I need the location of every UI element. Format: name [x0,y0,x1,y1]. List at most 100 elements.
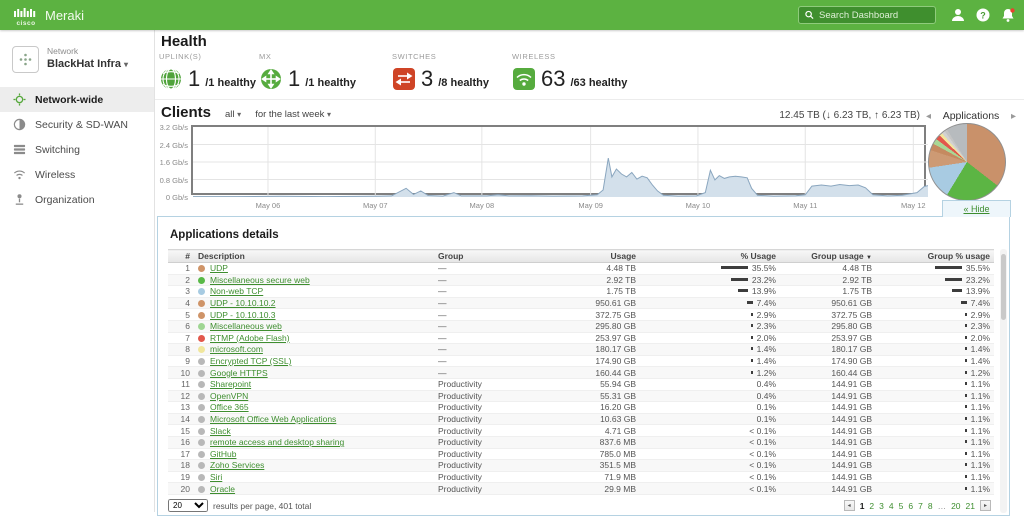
network-selector[interactable]: Network BlackHat Infra ▾ [0,30,154,87]
col-header-index[interactable]: # [168,250,194,263]
app-description: Miscellaneous web [194,320,434,332]
sidebar-item-organization[interactable]: Organization [0,187,154,212]
app-group: Productivity [434,413,554,425]
col-header-pct-usage[interactable]: % Usage [640,250,780,263]
app-color-dot [198,428,205,435]
page-number[interactable]: 4 [889,501,894,511]
app-link[interactable]: Oracle [210,484,235,494]
row-index: 14 [168,413,194,425]
carousel-next-icon[interactable]: ▸ [1011,111,1016,122]
notifications-bell-icon[interactable] [1000,7,1016,23]
usage-bar [965,463,967,466]
col-header-description[interactable]: Description [194,250,434,263]
col-header-group-pct-usage[interactable]: Group % usage [876,250,994,263]
app-group: Productivity [434,425,554,437]
section-divider [155,99,1024,100]
sidebar-item-wireless[interactable]: Wireless [0,162,154,187]
group-usage: 4.48 TB [780,263,876,275]
chevron-down-icon: ▾ [124,60,128,69]
group-usage: 950.61 GB [780,297,876,309]
app-link[interactable]: Non-web TCP [210,286,263,296]
group-pct-usage: 1.1% [876,390,994,402]
app-pct-usage: 0.4% [640,390,780,402]
app-link[interactable]: UDP - 10.10.10.2 [210,298,276,308]
cisco-wordmark: cisco [14,20,38,27]
group-pct-usage: 1.2% [876,367,994,379]
network-grid-icon [12,46,39,73]
per-page-select[interactable]: 20 [168,499,208,512]
app-link[interactable]: microsoft.com [210,344,263,354]
app-group: — [434,297,554,309]
page-number[interactable]: 6 [908,501,913,511]
help-icon[interactable]: ? [975,7,991,23]
col-header-usage[interactable]: Usage [554,250,640,263]
app-link[interactable]: Zoho Services [210,460,264,470]
page-number[interactable]: 5 [899,501,904,511]
app-link[interactable]: Microsoft Office Web Applications [210,414,336,424]
col-header-group-usage[interactable]: Group usage ▼ [780,250,876,263]
clients-period-dropdown[interactable]: for the last week ▾ [255,109,331,120]
search-box[interactable] [798,6,936,24]
app-link[interactable]: RTMP (Adobe Flash) [210,333,290,343]
app-link[interactable]: OpenVPN [210,391,248,401]
app-link[interactable]: Office 365 [210,402,249,412]
switch-icon [392,67,416,91]
sidebar-item-security-sdwan[interactable]: Security & SD-WAN [0,112,154,137]
scrollbar-thumb[interactable] [1001,254,1006,320]
app-link[interactable]: Sharepoint [210,379,251,389]
app-link[interactable]: Siri [210,472,222,482]
usage-bar [721,266,748,269]
app-link[interactable]: Miscellaneous secure web [210,275,310,285]
row-index: 20 [168,483,194,495]
applications-pie-chart[interactable] [928,123,1006,201]
page-next-icon[interactable]: ▸ [980,500,991,511]
app-usage: 10.63 GB [554,413,640,425]
app-description: Slack [194,425,434,437]
app-link[interactable]: Encrypted TCP (SSL) [210,356,291,366]
page-number[interactable]: 8 [928,501,933,511]
page-number[interactable]: 1 [860,501,865,511]
sidebar-item-switching[interactable]: Switching [0,137,154,162]
meraki-wordmark: Meraki [45,8,84,23]
table-scrollbar[interactable] [1000,249,1007,513]
switch-stack-icon [13,143,26,156]
page-number[interactable]: 7 [918,501,923,511]
app-group: — [434,286,554,298]
sidebar-item-network-wide[interactable]: Network-wide [0,87,154,112]
hide-link[interactable]: « Hide [963,204,989,214]
app-link[interactable]: GitHub [210,449,236,459]
y-axis-tick: 2.4 Gb/s [155,141,188,150]
app-link[interactable]: UDP [210,263,228,273]
account-icon[interactable] [950,7,966,23]
app-pct-usage: 35.5% [640,263,780,275]
page-prev-icon[interactable]: ◂ [844,500,855,511]
app-color-dot [198,474,205,481]
main-content: Health UPLINK(S) 1 /1 healthy MX [155,30,1024,512]
page-number[interactable]: 3 [879,501,884,511]
page-number[interactable]: 2 [869,501,874,511]
page-number[interactable]: 20 [951,501,960,511]
app-link[interactable]: remote access and desktop sharing [210,437,344,447]
app-link[interactable]: Google HTTPS [210,368,268,378]
group-usage: 144.91 GB [780,436,876,448]
usage-bar [731,278,748,281]
row-index: 8 [168,344,194,356]
group-pct-usage: 1.1% [876,483,994,495]
group-pct-usage: 1.1% [876,402,994,414]
app-link[interactable]: Slack [210,426,231,436]
usage-bar [952,289,962,292]
search-input[interactable] [819,10,929,21]
clients-scope-dropdown[interactable]: all ▾ [225,109,241,120]
y-axis-tick: 3.2 Gb/s [155,123,188,132]
app-description: Zoho Services [194,460,434,472]
group-pct-usage: 1.1% [876,413,994,425]
table-header-row: # Description Group Usage % Usage Group … [168,250,994,263]
app-link[interactable]: Miscellaneous web [210,321,282,331]
col-header-group[interactable]: Group [434,250,554,263]
page-number[interactable]: 21 [966,501,975,511]
carousel-prev-icon[interactable]: ◂ [926,111,931,122]
app-link[interactable]: UDP - 10.10.10.3 [210,310,276,320]
clients-usage-chart[interactable]: 3.2 Gb/s2.4 Gb/s1.6 Gb/s0.8 Gb/s0 Gb/sMa… [191,125,926,195]
app-color-dot [198,300,205,307]
app-color-dot [198,486,205,493]
